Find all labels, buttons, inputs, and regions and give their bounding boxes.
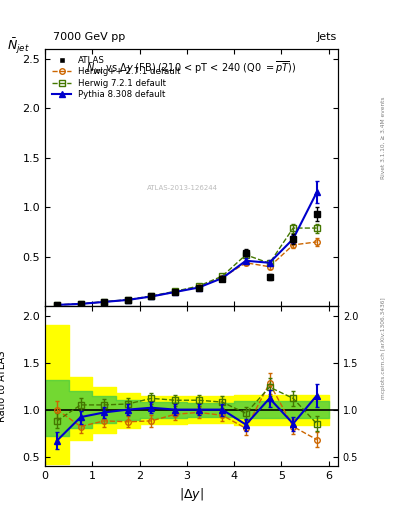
Y-axis label: $\bar{N}_{jet}$: $\bar{N}_{jet}$: [7, 37, 30, 56]
Text: mcplots.cern.ch [arXiv:1306.3436]: mcplots.cern.ch [arXiv:1306.3436]: [381, 297, 386, 399]
Legend: ATLAS, Herwig++ 2.7.1 default, Herwig 7.2.1 default, Pythia 8.308 default: ATLAS, Herwig++ 2.7.1 default, Herwig 7.…: [50, 53, 183, 102]
Text: Jets: Jets: [317, 32, 337, 42]
Text: $N_{jet}$ vs $\Delta y$ (FB) (210 < pT < 240 (Q0 $=\overline{pT}$)): $N_{jet}$ vs $\Delta y$ (FB) (210 < pT <…: [86, 59, 297, 76]
Y-axis label: Ratio to ATLAS: Ratio to ATLAS: [0, 350, 7, 422]
Text: Rivet 3.1.10, ≥ 3.4M events: Rivet 3.1.10, ≥ 3.4M events: [381, 97, 386, 180]
X-axis label: $|\Delta y|$: $|\Delta y|$: [179, 486, 204, 503]
Text: ATLAS-2013-126244: ATLAS-2013-126244: [147, 185, 218, 191]
Text: 7000 GeV pp: 7000 GeV pp: [53, 32, 125, 42]
